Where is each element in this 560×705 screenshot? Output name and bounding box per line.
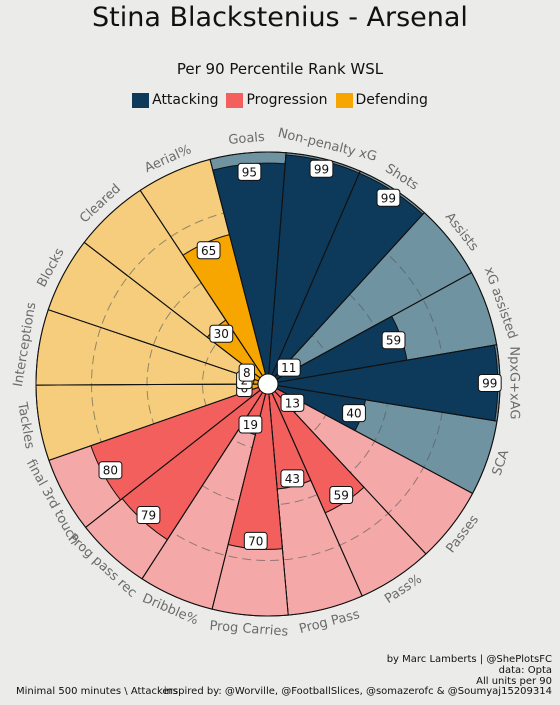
legend-label-attacking: Attacking [152,92,219,108]
category-label-goals: Goals [228,130,266,148]
legend-swatch-attacking [132,92,150,108]
divider-line [274,390,427,555]
legend-item-progression: Progression [226,92,328,108]
divider-line [36,383,259,386]
value-label-goals: 95 [242,165,257,179]
divider-line [83,241,261,379]
value-label-box [309,159,334,178]
chart-title: Stina Blackstenius - Arsenal [92,2,468,33]
divider-line [85,389,261,528]
legend-swatch-progression [226,92,244,108]
category-label-npxg-xag: NpxG+xAG [506,346,521,419]
divider-line [48,386,259,461]
divider-line [277,344,497,383]
value-label-box [477,373,502,392]
divider-line [48,309,259,382]
value-label-box [376,188,401,207]
value-label-box [280,469,305,488]
legend-item-attacking: Attacking [132,92,218,108]
value-label-sca: 40 [346,407,361,421]
value-label-shots: 99 [381,191,396,205]
value-label-final-3rd-touch: 80 [103,464,118,478]
divider-line [271,170,361,376]
divider-line [277,385,498,422]
value-label-dribble: 19 [243,418,258,432]
category-label-prog-carries: Prog Carries [209,619,289,640]
value-label-box [209,324,234,343]
legend-swatch-defending [335,92,353,108]
footer-units: All units per 90 [476,676,552,687]
legend-item-defending: Defending [335,92,428,108]
divider-line [274,212,425,377]
value-label-passes: 13 [285,396,300,410]
divider-line [268,152,287,375]
value-label-box [243,531,268,550]
legend-label-defending: Defending [355,92,428,108]
value-label-box [329,485,354,504]
value-label-box [238,363,256,382]
divider-line [276,388,473,494]
divider-line [209,159,266,375]
value-label-pass: 59 [334,488,349,502]
legend-label-progression: Progression [246,92,328,108]
value-label-prog-pass-rec: 79 [141,509,156,523]
value-label-non-penalty-xg: 99 [314,162,329,176]
footer-inspired: inspired by: @Worville, @FootballSlices,… [163,686,552,697]
value-label-assists: 11 [281,361,296,375]
chart-subtitle: Per 90 Percentile Rank WSL [176,60,384,78]
value-label-box [342,404,366,423]
center-hole [257,373,279,395]
value-label-box [381,331,406,350]
value-label-prog-carries: 70 [248,534,263,548]
value-label-box [136,506,161,525]
divider-line [268,393,289,616]
value-label-box [276,358,301,377]
category-label-interceptions: Interceptions [11,301,39,388]
category-label-sca: SCA [490,448,513,478]
value-label-cleared: 30 [214,327,229,341]
value-label-npxg-xag: 99 [482,376,497,390]
value-label-blocks: 8 [243,366,251,380]
value-label-box [196,241,221,260]
divider-line [276,272,472,380]
footer-credit: by Marc Lamberts | @ShePlotsFC [386,654,552,665]
legend: Attacking Progression Defending [0,92,560,108]
value-label-prog-pass: 43 [285,472,300,486]
category-label-tackles: Tackles [14,400,37,450]
value-label-box [280,393,305,412]
value-label-box [98,461,123,480]
value-label-box [238,415,263,434]
value-label-aerial: 65 [201,244,216,258]
footer-note: Minimal 500 minutes \ Attackers [16,686,178,697]
divider-line [139,190,263,376]
value-label-box [237,162,262,181]
footer-data-source: data: Opta [498,665,552,676]
value-label-xg-assisted: 59 [386,334,401,348]
divider-line [271,392,363,597]
